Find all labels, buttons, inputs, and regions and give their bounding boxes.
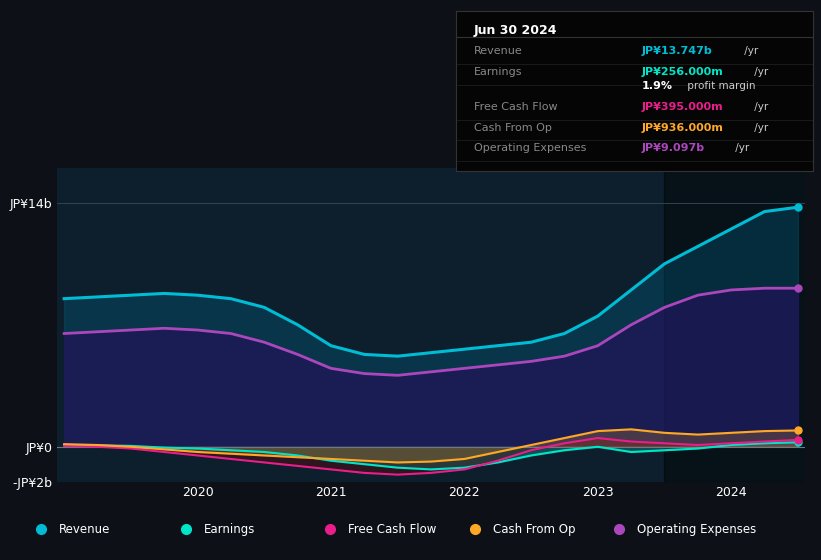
Text: Cash From Op: Cash From Op	[493, 522, 575, 536]
Text: JP¥9.097b: JP¥9.097b	[641, 143, 704, 153]
Text: Free Cash Flow: Free Cash Flow	[348, 522, 437, 536]
Text: Earnings: Earnings	[474, 67, 522, 77]
Text: /yr: /yr	[751, 123, 768, 133]
Text: /yr: /yr	[751, 67, 768, 77]
Text: JP¥936.000m: JP¥936.000m	[641, 123, 723, 133]
Text: /yr: /yr	[732, 143, 749, 153]
Text: /yr: /yr	[751, 102, 768, 112]
Text: Revenue: Revenue	[474, 46, 522, 56]
Text: Operating Expenses: Operating Expenses	[637, 522, 756, 536]
Text: Free Cash Flow: Free Cash Flow	[474, 102, 557, 112]
Text: Revenue: Revenue	[59, 522, 111, 536]
Text: profit margin: profit margin	[684, 81, 755, 91]
Text: /yr: /yr	[741, 46, 759, 56]
Text: JP¥395.000m: JP¥395.000m	[641, 102, 723, 112]
Text: JP¥256.000m: JP¥256.000m	[641, 67, 723, 77]
Text: Earnings: Earnings	[204, 522, 255, 536]
Text: Operating Expenses: Operating Expenses	[474, 143, 586, 153]
Text: 1.9%: 1.9%	[641, 81, 672, 91]
Text: Jun 30 2024: Jun 30 2024	[474, 24, 557, 37]
Text: Cash From Op: Cash From Op	[474, 123, 552, 133]
Bar	[664, 168, 811, 482]
Text: JP¥13.747b: JP¥13.747b	[641, 46, 712, 56]
